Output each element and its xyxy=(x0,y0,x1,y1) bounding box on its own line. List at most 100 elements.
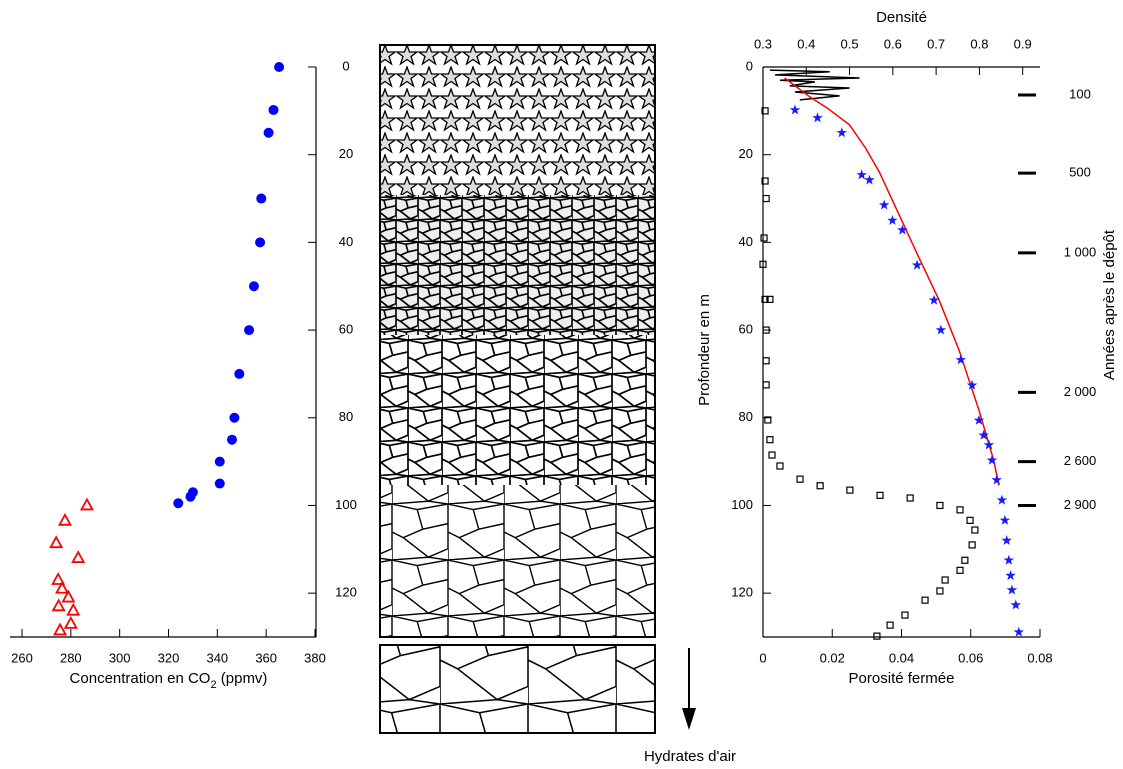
point xyxy=(776,462,784,470)
y-tick-label: 100 xyxy=(731,497,753,512)
firn-layer xyxy=(380,335,655,485)
point xyxy=(956,506,964,514)
point xyxy=(66,602,81,616)
y-tick-label: 80 xyxy=(739,409,753,424)
age-tick-label: 100 xyxy=(1069,86,1091,101)
point xyxy=(185,491,196,502)
x-axis-label-part: Concentration en CO xyxy=(70,670,211,687)
y-tick-label: 120 xyxy=(335,585,357,600)
point xyxy=(1013,626,1024,637)
y-axis-label: Profondeur en m xyxy=(696,294,713,406)
y2-axis-label: Années après le dépôt xyxy=(1101,229,1118,380)
point xyxy=(1006,584,1018,595)
point xyxy=(49,535,64,549)
point xyxy=(760,234,768,242)
firn-layer xyxy=(380,195,655,335)
y-tick-label: 40 xyxy=(739,234,753,249)
point xyxy=(63,615,78,629)
point xyxy=(968,541,976,549)
x-axis-label-part: (ppmv) xyxy=(217,670,268,687)
x-tick-label: 280 xyxy=(60,650,82,665)
point xyxy=(268,104,279,115)
x-tick-label: 0.08 xyxy=(1027,650,1052,665)
point xyxy=(57,512,72,526)
point xyxy=(768,451,776,459)
point xyxy=(248,281,259,292)
point xyxy=(762,326,770,334)
firn-diagram: Hydrates d'air xyxy=(379,44,736,765)
column-frame xyxy=(379,44,656,638)
point xyxy=(901,611,909,619)
point xyxy=(51,572,66,585)
point xyxy=(812,112,823,123)
ice-layer xyxy=(380,485,655,637)
age-tick-label: 2 600 xyxy=(1064,453,1097,468)
point xyxy=(935,324,947,335)
point xyxy=(956,566,964,574)
x-tick-label: 360 xyxy=(255,650,277,665)
x2-tick-label: 0.3 xyxy=(754,36,772,51)
point xyxy=(971,526,979,534)
deep-ice xyxy=(379,644,656,734)
point xyxy=(886,621,894,629)
x-tick-label: 0 xyxy=(759,650,766,665)
point xyxy=(761,177,769,185)
point xyxy=(1005,570,1016,581)
x2-tick-label: 0.5 xyxy=(841,36,859,51)
y-tick-label: 60 xyxy=(339,322,353,337)
x2-tick-label: 0.4 xyxy=(797,36,815,51)
point xyxy=(226,434,237,445)
point xyxy=(897,224,908,235)
y-tick-label: 40 xyxy=(339,234,353,249)
y-tick-label: 0 xyxy=(746,58,753,73)
x-tick-label: 0.02 xyxy=(820,650,845,665)
point xyxy=(1010,599,1021,610)
x-tick-label: 320 xyxy=(158,650,180,665)
point xyxy=(856,169,867,180)
y-tick-label: 20 xyxy=(339,146,353,161)
x-axis-label-part: 2 xyxy=(210,679,216,691)
point xyxy=(244,325,255,336)
x-tick-label: 380 xyxy=(304,650,326,665)
point xyxy=(61,589,76,603)
point xyxy=(214,478,225,489)
point xyxy=(906,494,914,502)
point xyxy=(234,368,245,379)
y-tick-label: 20 xyxy=(739,146,753,161)
point xyxy=(961,556,969,564)
point xyxy=(766,295,774,303)
x2-tick-label: 0.9 xyxy=(1014,36,1032,51)
y-tick-label: 0 xyxy=(342,58,349,73)
point xyxy=(991,474,1002,485)
arrow-head xyxy=(682,708,696,730)
point xyxy=(79,497,94,511)
point xyxy=(936,501,944,510)
point xyxy=(229,412,240,423)
x2-axis-label: Densité xyxy=(876,9,927,26)
point xyxy=(1003,554,1015,565)
point xyxy=(53,622,68,636)
x-tick-label: 0.04 xyxy=(889,650,914,665)
y-tick-label: 60 xyxy=(739,322,753,337)
point xyxy=(928,294,940,305)
point xyxy=(71,550,86,563)
point xyxy=(836,127,847,138)
point xyxy=(762,194,770,203)
point xyxy=(51,598,66,612)
x-axis-label: Concentration en CO2 (ppmv) xyxy=(70,670,268,691)
point xyxy=(255,237,266,248)
point xyxy=(873,632,881,640)
point xyxy=(796,475,804,483)
y-tick-label: 100 xyxy=(335,497,357,512)
point xyxy=(816,482,824,490)
point xyxy=(256,193,267,204)
point xyxy=(921,596,929,604)
point xyxy=(978,429,989,440)
point xyxy=(941,576,949,584)
point xyxy=(983,439,995,450)
point xyxy=(759,260,767,268)
age-tick-label: 1 000 xyxy=(1064,244,1097,259)
point xyxy=(762,357,770,365)
age-tick-label: 2 000 xyxy=(1064,384,1097,399)
